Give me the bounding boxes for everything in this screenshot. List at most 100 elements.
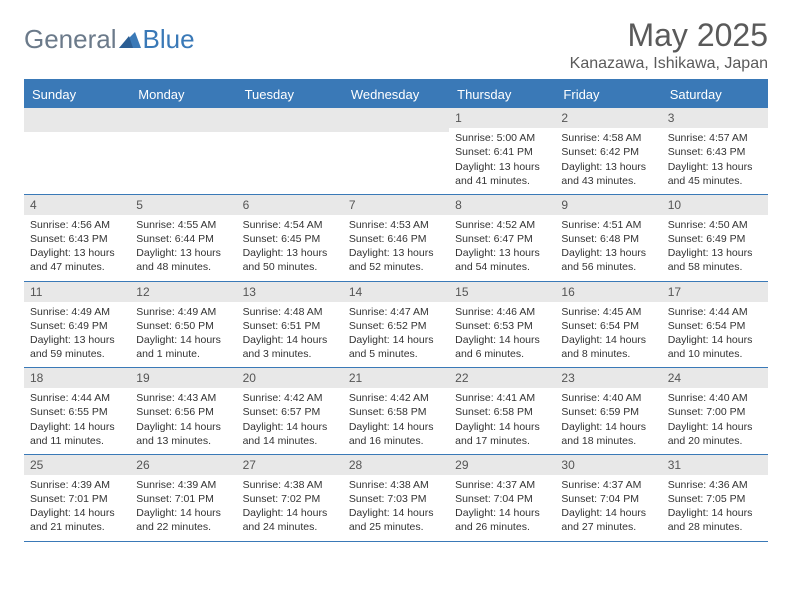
weekday-header: Monday bbox=[130, 81, 236, 108]
calendar-day-cell: 29Sunrise: 4:37 AMSunset: 7:04 PMDayligh… bbox=[449, 455, 555, 541]
date-number: 11 bbox=[24, 282, 130, 302]
daylight-line: Daylight: 14 hours and 20 minutes. bbox=[668, 420, 762, 448]
sunset-line: Sunset: 6:51 PM bbox=[243, 319, 337, 333]
title-block: May 2025 Kanazawa, Ishikawa, Japan bbox=[570, 18, 768, 73]
date-number: 15 bbox=[449, 282, 555, 302]
date-number: 2 bbox=[555, 108, 661, 128]
day-sun-info: Sunrise: 5:00 AMSunset: 6:41 PMDaylight:… bbox=[455, 131, 549, 188]
sunrise-line: Sunrise: 4:44 AM bbox=[668, 305, 762, 319]
sunrise-line: Sunrise: 4:52 AM bbox=[455, 218, 549, 232]
sunrise-line: Sunrise: 4:56 AM bbox=[30, 218, 124, 232]
sunset-line: Sunset: 6:55 PM bbox=[30, 405, 124, 419]
daylight-line: Daylight: 13 hours and 48 minutes. bbox=[136, 246, 230, 274]
sunrise-line: Sunrise: 4:39 AM bbox=[30, 478, 124, 492]
date-number bbox=[237, 108, 343, 132]
day-sun-info: Sunrise: 4:54 AMSunset: 6:45 PMDaylight:… bbox=[243, 218, 337, 275]
calendar-day-cell: 13Sunrise: 4:48 AMSunset: 6:51 PMDayligh… bbox=[237, 282, 343, 368]
sunset-line: Sunset: 6:48 PM bbox=[561, 232, 655, 246]
sunrise-line: Sunrise: 4:58 AM bbox=[561, 131, 655, 145]
date-number: 5 bbox=[130, 195, 236, 215]
day-sun-info: Sunrise: 4:37 AMSunset: 7:04 PMDaylight:… bbox=[561, 478, 655, 535]
day-sun-info: Sunrise: 4:45 AMSunset: 6:54 PMDaylight:… bbox=[561, 305, 655, 362]
sunrise-line: Sunrise: 4:47 AM bbox=[349, 305, 443, 319]
calendar-week-row: 25 Sunrise: 4:39 AMSunset: 7:01 PM Dayligh… bbox=[24, 455, 768, 542]
date-number: 10 bbox=[662, 195, 768, 215]
day-sun-info: Sunrise: 4:50 AMSunset: 6:49 PMDaylight:… bbox=[668, 218, 762, 275]
calendar-day-cell: 20 Sunrise: 4:42 AMSunset: 6:57 PMDayligh… bbox=[237, 368, 343, 454]
day-sun-info: Sunrise: 4:47 AMSunset: 6:52 PMDaylight:… bbox=[349, 305, 443, 362]
sunrise-line: Sunrise: 4:43 AM bbox=[136, 391, 230, 405]
day-sun-info: Sunrise: 4:38 AMSunset: 7:02 PMDaylight:… bbox=[243, 478, 337, 535]
day-sun-info: Sunrise: 4:55 AMSunset: 6:44 PMDaylight:… bbox=[136, 218, 230, 275]
calendar-day-cell: 27Sunrise: 4:38 AMSunset: 7:02 PMDayligh… bbox=[237, 455, 343, 541]
date-number: 20 bbox=[237, 368, 343, 388]
sunrise-line: Sunrise: 4:50 AM bbox=[668, 218, 762, 232]
sunrise-line: Sunrise: 4:53 AM bbox=[349, 218, 443, 232]
date-number: 19 bbox=[130, 368, 236, 388]
weekday-header: Saturday bbox=[662, 81, 768, 108]
day-sun-info: Sunrise: 4:52 AMSunset: 6:47 PMDaylight:… bbox=[455, 218, 549, 275]
calendar-week-row: 1Sunrise: 5:00 AMSunset: 6:41 PMDaylight… bbox=[24, 108, 768, 195]
date-number: 12 bbox=[130, 282, 236, 302]
calendar-day-cell: 8Sunrise: 4:52 AMSunset: 6:47 PMDaylight… bbox=[449, 195, 555, 281]
month-title: May 2025 bbox=[570, 18, 768, 53]
sunset-line: Sunset: 6:49 PM bbox=[668, 232, 762, 246]
daylight-line: Daylight: 14 hours and 22 minutes. bbox=[136, 506, 230, 534]
sunrise-line: Sunrise: 4:55 AM bbox=[136, 218, 230, 232]
brand-part1: General bbox=[24, 24, 117, 55]
day-sun-info: Sunrise: 4:43 AMSunset: 6:56 PMDaylight:… bbox=[136, 391, 230, 448]
daylight-line: Daylight: 14 hours and 10 minutes. bbox=[668, 333, 762, 361]
calendar-day-cell: 12Sunrise: 4:49 AMSunset: 6:50 PMDayligh… bbox=[130, 282, 236, 368]
sunrise-line: Sunrise: 4:42 AM bbox=[243, 391, 337, 405]
sunset-line: Sunset: 6:50 PM bbox=[136, 319, 230, 333]
sunrise-line: Sunrise: 4:46 AM bbox=[455, 305, 549, 319]
date-number: 29 bbox=[449, 455, 555, 475]
date-number: 24 bbox=[662, 368, 768, 388]
date-number: 21 bbox=[343, 368, 449, 388]
brand-logo: General Blue bbox=[24, 18, 195, 55]
calendar-day-cell: 30Sunrise: 4:37 AMSunset: 7:04 PMDayligh… bbox=[555, 455, 661, 541]
date-number bbox=[130, 108, 236, 132]
calendar-week-row: 11 Sunrise: 4:49 AM Sunset: 6:49 PM Dayligh… bbox=[24, 282, 768, 369]
sunset-line: Sunset: 6:53 PM bbox=[455, 319, 549, 333]
date-number: 17 bbox=[662, 282, 768, 302]
date-number: 3 bbox=[662, 108, 768, 128]
sunrise-line: Sunrise: 4:44 AM bbox=[30, 391, 124, 405]
date-number: 16 bbox=[555, 282, 661, 302]
sunrise-line: Sunrise: 4:48 AM bbox=[243, 305, 337, 319]
calendar-week-row: 18Sunrise: 4:44 AMSunset: 6:55 PMDayligh… bbox=[24, 368, 768, 455]
daylight-line: Daylight: 14 hours and 18 minutes. bbox=[561, 420, 655, 448]
sunset-line: Sunset: 6:43 PM bbox=[668, 145, 762, 159]
sunset-line: Sunset: 7:04 PM bbox=[455, 492, 549, 506]
sunset-line: Sunset: 7:03 PM bbox=[349, 492, 443, 506]
daylight-line: Daylight: 13 hours and 58 minutes. bbox=[668, 246, 762, 274]
weekday-header: Wednesday bbox=[343, 81, 449, 108]
daylight-line: Daylight: 13 hours and 41 minutes. bbox=[455, 160, 549, 188]
sunrise-line: Sunrise: 4:37 AM bbox=[561, 478, 655, 492]
daylight-line: Daylight: 13 hours and 43 minutes. bbox=[561, 160, 655, 188]
sunrise-line: Sunrise: 4:57 AM bbox=[668, 131, 762, 145]
date-number: 25 bbox=[24, 455, 130, 475]
sunrise-line: Sunrise: 4:49 AM bbox=[136, 305, 230, 319]
calendar-day-cell: 5 Sunrise: 4:55 AMSunset: 6:44 PMDaylight… bbox=[130, 195, 236, 281]
day-sun-info: Sunrise: 4:42 AMSunset: 6:58 PMDaylight:… bbox=[349, 391, 443, 448]
calendar-day-cell bbox=[130, 108, 236, 194]
day-sun-info: Sunrise: 4:46 AMSunset: 6:53 PMDaylight:… bbox=[455, 305, 549, 362]
daylight-line: Daylight: 14 hours and 14 minutes. bbox=[243, 420, 337, 448]
date-number: 28 bbox=[343, 455, 449, 475]
calendar-day-cell bbox=[237, 108, 343, 194]
calendar-day-cell: 15 Sunrise: 4:46 AMSunset: 6:53 PMDayligh… bbox=[449, 282, 555, 368]
date-number: 26 bbox=[130, 455, 236, 475]
calendar-day-cell: 19 Sunrise: 4:43 AMSunset: 6:56 PMDayligh… bbox=[130, 368, 236, 454]
sunset-line: Sunset: 6:46 PM bbox=[349, 232, 443, 246]
weeks-container: 1Sunrise: 5:00 AMSunset: 6:41 PMDaylight… bbox=[24, 108, 768, 541]
sunset-line: Sunset: 7:00 PM bbox=[668, 405, 762, 419]
date-number: 6 bbox=[237, 195, 343, 215]
day-sun-info: Sunrise: 4:51 AMSunset: 6:48 PMDaylight:… bbox=[561, 218, 655, 275]
sunset-line: Sunset: 6:57 PM bbox=[243, 405, 337, 419]
sunset-line: Sunset: 7:01 PM bbox=[30, 492, 124, 506]
sunset-line: Sunset: 6:58 PM bbox=[455, 405, 549, 419]
date-number: 22 bbox=[449, 368, 555, 388]
sunset-line: Sunset: 6:49 PM bbox=[30, 319, 124, 333]
sunset-line: Sunset: 6:54 PM bbox=[668, 319, 762, 333]
